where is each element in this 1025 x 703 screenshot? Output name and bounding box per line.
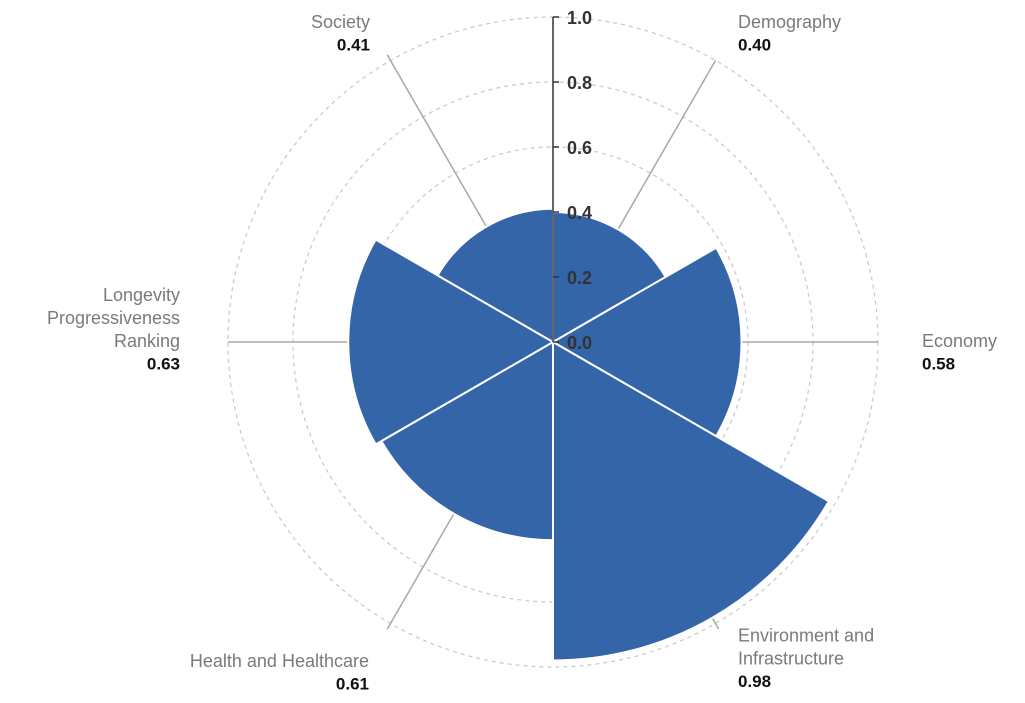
radial-tick-label-0: 0.0 bbox=[567, 333, 592, 353]
category-label-2-line-0: Environment and bbox=[738, 625, 874, 645]
wedge-1 bbox=[550, 246, 743, 438]
value-label-4: 0.63 bbox=[147, 354, 180, 373]
wedge-0 bbox=[552, 210, 667, 344]
category-label-2-line-1: Infrastructure bbox=[738, 648, 844, 668]
category-label-4-line-1: Progressiveness bbox=[47, 308, 180, 328]
value-label-5: 0.41 bbox=[337, 35, 370, 54]
value-label-1: 0.58 bbox=[922, 354, 955, 373]
category-label-4-line-0: Longevity bbox=[103, 285, 180, 305]
value-label-3: 0.61 bbox=[336, 674, 369, 693]
radial-tick-label-1: 0.2 bbox=[567, 268, 592, 288]
wedge-3 bbox=[379, 340, 554, 542]
wedge-5 bbox=[436, 207, 554, 344]
label-layer: Demography 0.40 Economy 0.58 Environment and… bbox=[47, 12, 997, 694]
category-label-0-line-0: Demography bbox=[738, 12, 841, 32]
value-label-2: 0.98 bbox=[738, 672, 771, 691]
radial-tick-label-5: 1.0 bbox=[567, 8, 592, 28]
radial-axis: 0.0 0.2 0.4 0.6 0.8 1.0 bbox=[552, 8, 592, 353]
radial-tick-label-4: 0.8 bbox=[567, 73, 592, 93]
wedge-2 bbox=[552, 340, 831, 662]
category-label-5-line-0: Society bbox=[311, 12, 370, 32]
bar-layer bbox=[347, 207, 831, 662]
radial-tick-label-2: 0.4 bbox=[567, 203, 592, 223]
category-label-4-line-2: Ranking bbox=[114, 331, 180, 351]
radial-tick-label-3: 0.6 bbox=[567, 138, 592, 158]
category-label-1-line-0: Economy bbox=[922, 331, 997, 351]
category-label-3-line-0: Health and Healthcare bbox=[190, 651, 369, 671]
value-label-0: 0.40 bbox=[738, 35, 771, 54]
wedge-4 bbox=[347, 238, 556, 446]
